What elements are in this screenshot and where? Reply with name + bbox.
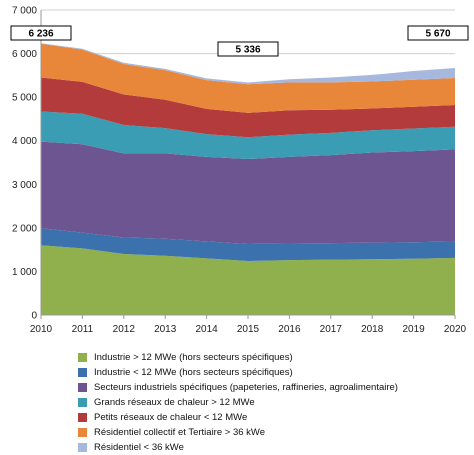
area-series-4 [41, 111, 455, 160]
legend-item: Grands réseaux de chaleur > 12 MWe [78, 395, 468, 410]
y-tick-label: 4 000 [12, 136, 37, 147]
legend-swatch [78, 428, 87, 437]
x-tick-label: 2015 [237, 324, 260, 335]
legend-swatch [78, 413, 87, 422]
legend-item: Résidentiel < 36 kWe [78, 440, 468, 455]
area-series-7 [41, 43, 455, 85]
legend-swatch [78, 443, 87, 452]
legend-label: Industrie < 12 MWe (hors secteurs spécif… [94, 367, 293, 378]
annotation-label: 5 336 [235, 45, 260, 56]
x-tick-label: 2013 [154, 324, 177, 335]
y-tick-label: 7 000 [12, 6, 37, 17]
annotation-box [10, 25, 72, 41]
y-tick-label: 5 000 [12, 93, 37, 104]
legend-item: Industrie < 12 MWe (hors secteurs spécif… [78, 365, 468, 380]
y-tick-label: 6 000 [12, 49, 37, 60]
legend-item: Secteurs industriels spécifiques (papete… [78, 380, 468, 395]
area-series-2 [41, 228, 455, 261]
area-series-6 [41, 43, 455, 113]
x-tick-label: 2016 [278, 324, 301, 335]
legend-swatch [78, 398, 87, 407]
y-tick-label: 3 000 [12, 180, 37, 191]
annotation-label: 6 236 [28, 29, 53, 40]
area-series-3 [41, 141, 455, 244]
y-tick-label: 1 000 [12, 267, 37, 278]
x-tick-label: 2010 [30, 324, 53, 335]
x-tick-label: 2011 [72, 324, 94, 335]
legend-label: Industrie > 12 MWe (hors secteurs spécif… [94, 352, 293, 363]
annotation-label: 5 670 [425, 29, 450, 40]
area-series-5 [41, 77, 455, 138]
legend-item: Industrie > 12 MWe (hors secteurs spécif… [78, 350, 468, 365]
x-tick-label: 2019 [402, 324, 425, 335]
legend-label: Secteurs industriels spécifiques (papete… [94, 382, 398, 393]
legend-swatch [78, 368, 87, 377]
y-tick-label: 2 000 [12, 223, 37, 234]
x-tick-label: 2012 [113, 324, 136, 335]
legend-item: Résidentiel collectif et Tertiaire > 36 … [78, 425, 468, 440]
legend-item: Petits réseaux de chaleur < 12 MWe [78, 410, 468, 425]
annotation-box [407, 25, 469, 41]
x-tick-label: 2017 [320, 324, 343, 335]
x-tick-label: 2018 [361, 324, 384, 335]
area-series-1 [41, 245, 455, 315]
legend-label: Petits réseaux de chaleur < 12 MWe [94, 412, 248, 423]
legend-label: Résidentiel < 36 kWe [94, 442, 184, 453]
x-tick-label: 2014 [195, 324, 218, 335]
chart-legend: Industrie > 12 MWe (hors secteurs spécif… [78, 350, 468, 455]
legend-swatch [78, 353, 87, 362]
legend-label: Résidentiel collectif et Tertiaire > 36 … [94, 427, 265, 438]
legend-label: Grands réseaux de chaleur > 12 MWe [94, 397, 255, 408]
y-tick-label: 0 [31, 311, 37, 322]
legend-swatch [78, 383, 87, 392]
annotation-box [217, 41, 279, 57]
x-tick-label: 2020 [444, 324, 467, 335]
